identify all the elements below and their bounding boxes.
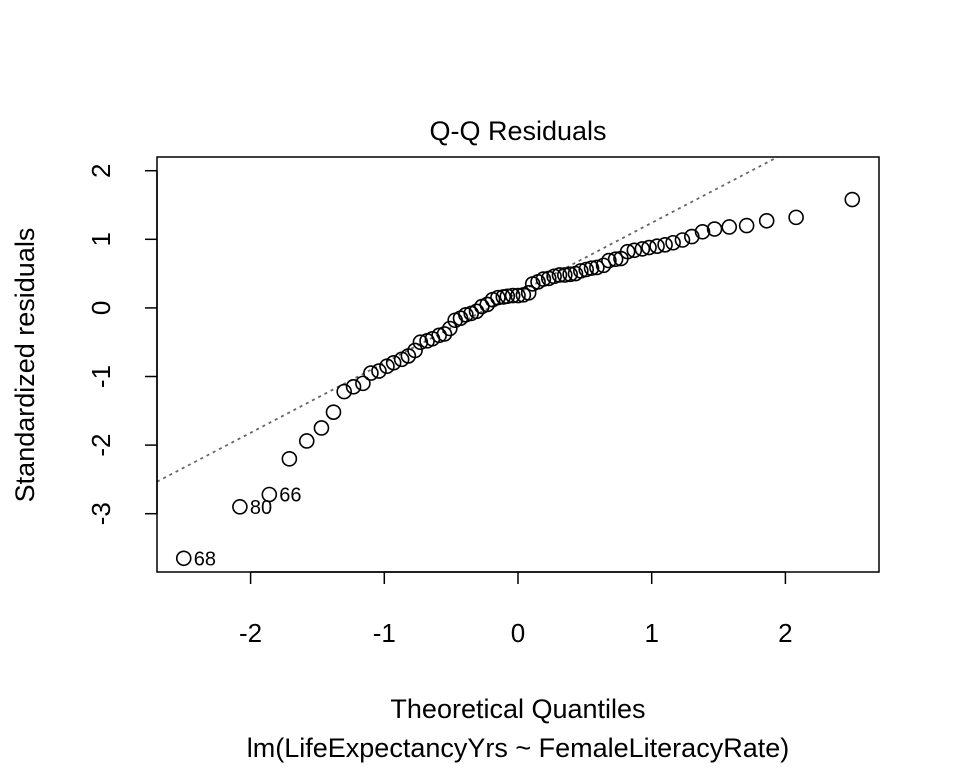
data-point: [371, 363, 387, 379]
data-point: [706, 221, 723, 237]
data-point: [363, 365, 379, 381]
data-point: [520, 285, 537, 301]
y-tick-label: 2: [86, 163, 116, 177]
point-labels-layer: 68 80 66: [194, 484, 302, 570]
data-point: [499, 288, 516, 305]
x-axis-label: Theoretical Quantiles: [390, 694, 645, 724]
data-point: [738, 217, 755, 234]
y-axis-label: Standardized residuals: [10, 228, 40, 503]
x-tick-label: 0: [511, 618, 525, 648]
data-point: [436, 326, 453, 342]
data-point: [641, 239, 657, 256]
data-point: [490, 289, 506, 306]
data-point: [175, 550, 192, 567]
x-tick-label: -2: [239, 618, 262, 648]
data-point: [562, 266, 578, 283]
data-point: [583, 260, 600, 276]
data-point: [758, 212, 775, 229]
y-tick-label: -2: [86, 434, 116, 457]
x-axis-subtitle: lm(LifeExpectancyYrs ~ FemaleLiteracyRat…: [247, 733, 789, 763]
data-point: [336, 383, 352, 400]
data-points-layer: [175, 191, 861, 567]
y-tick-label: 1: [86, 232, 116, 246]
data-point: [535, 271, 552, 287]
data-point: [657, 237, 673, 253]
point-label: 80: [250, 497, 272, 519]
y-tick-label: 0: [86, 301, 116, 315]
data-point: [556, 267, 573, 283]
data-point: [261, 486, 278, 503]
chart-title: Q-Q Residuals: [429, 116, 606, 146]
data-point: [595, 257, 612, 274]
x-tick-label: 1: [644, 618, 658, 648]
data-point: [281, 451, 298, 467]
point-label: 66: [279, 484, 301, 506]
data-point: [325, 404, 342, 420]
data-point: [510, 287, 526, 304]
data-point: [694, 223, 711, 240]
data-point: [385, 354, 402, 371]
data-point: [355, 375, 371, 392]
data-point: [504, 287, 521, 304]
data-point: [684, 228, 700, 245]
x-tick-label: 2: [778, 618, 792, 648]
data-point: [551, 267, 568, 283]
data-point: [412, 334, 429, 351]
data-point: [601, 252, 617, 269]
data-point: [626, 242, 643, 259]
data-point: [345, 378, 362, 395]
data-point: [788, 209, 804, 226]
data-point: [232, 499, 248, 515]
x-tick-label: -1: [373, 618, 396, 648]
data-point: [674, 232, 691, 248]
data-point: [649, 238, 665, 254]
data-point: [313, 420, 330, 436]
data-point: [634, 241, 651, 257]
y-axis: -3 -2 -1 0 1 2: [86, 163, 158, 525]
y-tick-label: -1: [86, 365, 116, 388]
data-point: [589, 259, 605, 276]
data-point: [844, 191, 861, 208]
data-point: [407, 342, 423, 359]
data-point: [619, 243, 636, 260]
data-point: [442, 320, 458, 337]
data-point: [607, 251, 624, 268]
data-point: [721, 219, 738, 235]
data-point: [665, 234, 681, 251]
y-tick-label: -3: [86, 502, 116, 525]
data-point: [298, 433, 315, 449]
point-label: 68: [194, 548, 216, 570]
x-axis: -2 -1 0 1 2: [239, 571, 793, 648]
